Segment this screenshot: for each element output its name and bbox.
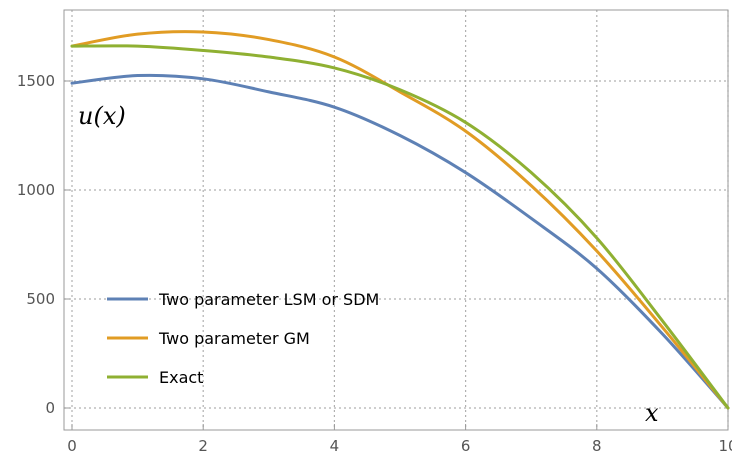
x-axis-label: x — [645, 399, 659, 427]
x-tick-label: 10 — [718, 437, 732, 455]
gridlines — [64, 10, 729, 430]
x-tick-label: 6 — [461, 437, 471, 455]
legend: Two parameter LSM or SDM Two parameter GM… — [107, 290, 379, 387]
x-tick-label: 2 — [198, 437, 208, 455]
series-line-2 — [70, 44, 730, 410]
legend-label: Two parameter GM — [158, 329, 310, 348]
legend-label: Exact — [159, 368, 203, 387]
plot-frame — [63, 9, 729, 431]
y-axis-label: u(x) — [78, 102, 126, 130]
series-line-0 — [70, 73, 730, 410]
x-tick-label: 0 — [67, 437, 77, 455]
tick-marks: 0 2 4 6 8 10 0 500 1000 1500 — [17, 72, 732, 455]
x-tick-label: 8 — [592, 437, 602, 455]
series-line-1 — [70, 30, 730, 410]
y-tick-label: 1000 — [17, 181, 55, 199]
series-lines — [70, 30, 730, 410]
legend-label: Two parameter LSM or SDM — [158, 290, 379, 309]
y-tick-label: 1500 — [17, 72, 55, 90]
y-tick-label: 500 — [26, 290, 55, 308]
x-tick-label: 4 — [330, 437, 340, 455]
y-tick-label: 0 — [45, 399, 55, 417]
